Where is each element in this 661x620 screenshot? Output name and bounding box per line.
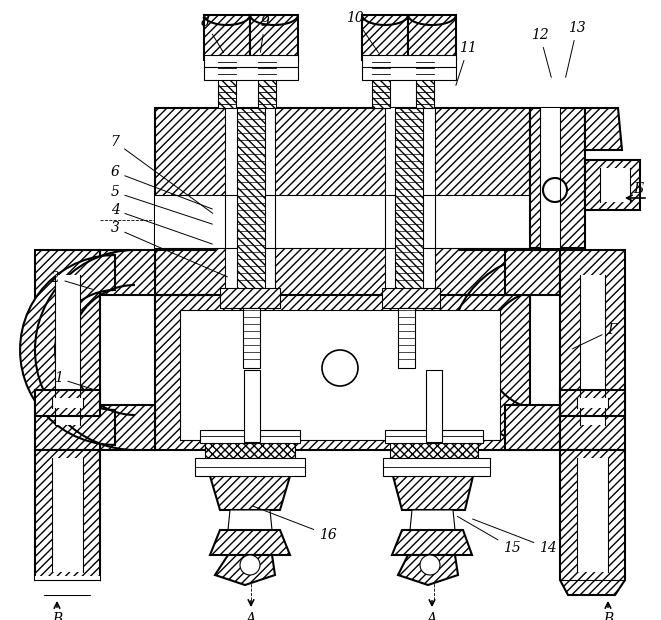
Polygon shape xyxy=(393,476,473,510)
Text: В: В xyxy=(603,612,613,620)
Polygon shape xyxy=(204,15,250,60)
Polygon shape xyxy=(385,108,435,295)
Text: А: А xyxy=(246,612,256,620)
Polygon shape xyxy=(220,288,280,308)
Polygon shape xyxy=(426,370,442,442)
Text: 12: 12 xyxy=(531,28,551,78)
Polygon shape xyxy=(362,55,456,80)
Polygon shape xyxy=(395,108,423,295)
Text: 9: 9 xyxy=(260,15,270,52)
Polygon shape xyxy=(250,15,298,60)
Polygon shape xyxy=(385,430,483,443)
Circle shape xyxy=(240,555,260,575)
Polygon shape xyxy=(35,390,100,416)
Text: 14: 14 xyxy=(473,519,557,555)
Text: 15: 15 xyxy=(457,516,521,555)
Polygon shape xyxy=(408,15,456,60)
Text: В: В xyxy=(52,612,62,620)
Polygon shape xyxy=(560,250,625,450)
Polygon shape xyxy=(155,108,530,310)
Polygon shape xyxy=(450,255,545,445)
Polygon shape xyxy=(35,576,100,595)
Polygon shape xyxy=(258,60,276,108)
Text: 4: 4 xyxy=(110,203,212,244)
Text: 16: 16 xyxy=(253,506,337,542)
Polygon shape xyxy=(585,108,622,150)
Polygon shape xyxy=(540,108,560,248)
Polygon shape xyxy=(210,530,290,555)
Text: 3: 3 xyxy=(110,221,227,277)
Polygon shape xyxy=(600,168,630,202)
Polygon shape xyxy=(155,195,530,248)
Circle shape xyxy=(420,555,440,575)
Polygon shape xyxy=(560,390,625,416)
Polygon shape xyxy=(392,530,472,555)
Polygon shape xyxy=(52,398,83,408)
Polygon shape xyxy=(228,510,272,530)
Text: 11: 11 xyxy=(456,41,477,86)
Polygon shape xyxy=(243,308,260,368)
Polygon shape xyxy=(390,440,478,458)
Polygon shape xyxy=(155,295,530,450)
Polygon shape xyxy=(180,310,500,440)
Polygon shape xyxy=(35,250,100,450)
Text: 6: 6 xyxy=(110,165,212,209)
Circle shape xyxy=(322,350,358,386)
Polygon shape xyxy=(52,458,83,572)
Text: 7: 7 xyxy=(110,135,213,213)
Polygon shape xyxy=(410,510,455,530)
Polygon shape xyxy=(505,250,560,295)
Polygon shape xyxy=(218,60,236,108)
Polygon shape xyxy=(416,60,434,108)
Polygon shape xyxy=(225,108,275,295)
Polygon shape xyxy=(205,440,295,458)
Polygon shape xyxy=(560,450,625,595)
Polygon shape xyxy=(55,275,80,425)
Polygon shape xyxy=(20,255,115,445)
Polygon shape xyxy=(362,15,408,60)
Polygon shape xyxy=(200,430,300,443)
Circle shape xyxy=(543,178,567,202)
Polygon shape xyxy=(398,555,458,585)
Polygon shape xyxy=(580,275,605,425)
Polygon shape xyxy=(383,458,490,476)
Polygon shape xyxy=(195,458,305,476)
Text: 10: 10 xyxy=(346,11,379,53)
Polygon shape xyxy=(372,60,390,108)
Polygon shape xyxy=(577,398,608,408)
Text: 1: 1 xyxy=(54,371,93,389)
Polygon shape xyxy=(215,555,275,585)
Polygon shape xyxy=(382,288,440,308)
Polygon shape xyxy=(204,55,298,80)
Polygon shape xyxy=(100,405,155,450)
Polygon shape xyxy=(398,308,415,368)
Text: А: А xyxy=(427,612,437,620)
Polygon shape xyxy=(100,250,155,295)
Polygon shape xyxy=(210,476,290,510)
Polygon shape xyxy=(505,405,560,450)
Text: 5: 5 xyxy=(110,185,212,224)
Polygon shape xyxy=(577,458,608,572)
Text: 13: 13 xyxy=(566,21,586,78)
Polygon shape xyxy=(585,160,640,210)
Polygon shape xyxy=(244,370,260,442)
Text: 8: 8 xyxy=(200,15,223,53)
Polygon shape xyxy=(530,108,585,248)
Text: 2: 2 xyxy=(50,271,93,289)
Polygon shape xyxy=(35,450,100,595)
Text: Г: Г xyxy=(572,323,617,349)
Text: Б: Б xyxy=(633,182,643,196)
Polygon shape xyxy=(237,108,265,295)
